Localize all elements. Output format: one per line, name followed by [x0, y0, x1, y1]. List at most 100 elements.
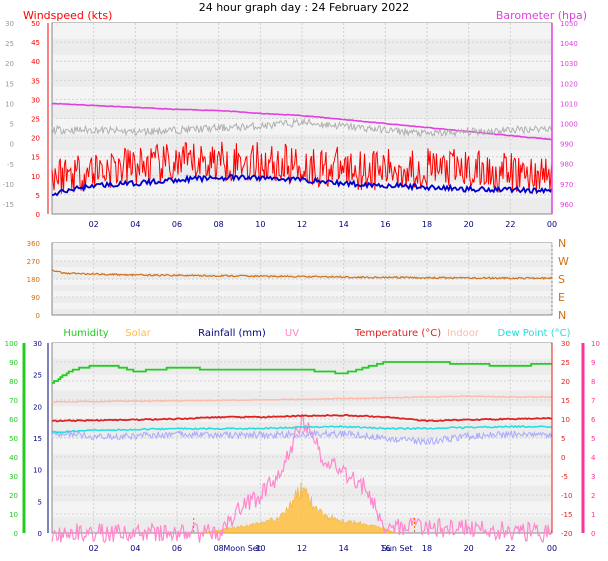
temperature-tick-label: -5 [561, 473, 568, 481]
wind-axis-tick-label: 40 [31, 58, 40, 66]
compass-label: E [558, 291, 565, 304]
humidity-tick-label: 100 [5, 340, 18, 348]
baro-axis-tick-label: 960 [560, 201, 573, 209]
humidity-tick-label: 90 [9, 359, 18, 367]
temperature-tick-label: 30 [561, 340, 570, 348]
time-tick-label: 14 [339, 220, 349, 229]
uv-tick-label: 8 [591, 378, 595, 386]
outer-left-tick-label: 20 [5, 60, 14, 68]
legend-entry: Rainfall (mm) [198, 328, 266, 339]
direction-panel-band [53, 255, 551, 261]
uv-tick-label: 1 [591, 511, 595, 519]
time-tick-label: 02 [89, 220, 99, 229]
uv-tick-label: 5 [591, 435, 595, 443]
wind-axis-tick-label: 20 [31, 135, 40, 143]
chart-title: 24 hour graph day : 24 February 2022 [199, 1, 410, 14]
direction-panel-band [53, 303, 551, 309]
rain-tick-label: 15 [33, 435, 42, 443]
temp-panel-band [53, 374, 551, 391]
uv-tick-label: 0 [591, 530, 595, 538]
time-tick-label: 08 [214, 220, 224, 229]
uv-tick-label: 6 [591, 416, 596, 424]
uv-tick-label: 4 [591, 454, 596, 462]
windspeed-label: Windspeed (kts) [23, 9, 112, 22]
baro-axis-tick-label: 980 [560, 161, 573, 169]
temperature-tick-label: -10 [561, 492, 572, 500]
direction-panel-band [53, 279, 551, 285]
temperature-tick-label: 0 [561, 454, 565, 462]
temperature-line [51, 413, 553, 423]
uv-tick-label: 2 [591, 492, 595, 500]
time-tick-label: 08 [214, 544, 224, 553]
rain-tick-label: 5 [38, 498, 42, 506]
rain-tick-label: 20 [33, 403, 42, 411]
baro-axis-tick-label: 1030 [560, 60, 578, 68]
time-tick-label: 10 [255, 220, 265, 229]
time-tick-label: 22 [505, 220, 515, 229]
temp-panel-band [53, 343, 551, 359]
dewpoint-line [51, 424, 553, 434]
humidity-tick-label: 60 [9, 416, 18, 424]
humidity-tick-label: 70 [9, 397, 18, 405]
baro-axis-tick-label: 990 [560, 141, 573, 149]
outer-left-tick-label: 10 [5, 100, 14, 108]
direction-tick-label: 360 [27, 240, 40, 248]
baro-axis-tick-label: 1010 [560, 100, 578, 108]
time-tick-label: 16 [380, 220, 390, 229]
wind-panel-band [53, 23, 551, 39]
time-tick-label: 04 [130, 220, 140, 229]
legend-entry: Dew Point (°C) [497, 328, 570, 339]
outer-left-tick-label: -5 [7, 161, 14, 169]
wind-direction-line [51, 269, 553, 280]
humidity-tick-label: 40 [9, 454, 18, 462]
outer-left-tick-label: -10 [3, 181, 14, 189]
legend-entry: Indoor [447, 328, 480, 339]
time-tick-label: 20 [464, 220, 474, 229]
compass-label: S [558, 273, 565, 286]
direction-panel-band [53, 291, 551, 297]
direction-panel-band [53, 243, 551, 249]
wind-panel-band [53, 54, 551, 71]
humidity-line [52, 361, 552, 384]
wind-panel-band [53, 86, 551, 103]
time-tick-label: 06 [172, 220, 182, 229]
temperature-tick-label: 10 [561, 416, 570, 424]
wind-axis-tick-label: 15 [31, 154, 40, 162]
compass-label: N [558, 309, 566, 322]
time-tick-label: 06 [172, 544, 182, 553]
direction-tick-label: 270 [27, 258, 40, 266]
legend-entry: UV [285, 328, 299, 339]
wind-panel-band [53, 118, 551, 135]
uv-tick-label: 10 [591, 340, 600, 348]
time-tick-label: 02 [89, 544, 99, 553]
windspeed-line [51, 141, 553, 195]
humidity-tick-label: 80 [9, 378, 18, 386]
temperature-tick-label: -20 [561, 530, 572, 538]
time-tick-label: 16 [380, 544, 390, 553]
humidity-tick-label: 30 [9, 473, 18, 481]
direction-panel-band [53, 267, 551, 273]
outer-left-tick-label: 5 [10, 121, 14, 129]
event-label: Moon Set [223, 544, 260, 553]
rain-tick-label: 10 [33, 467, 42, 475]
time-tick-label: 14 [339, 544, 349, 553]
time-tick-label: 12 [297, 220, 307, 229]
temp-panel-band [53, 469, 551, 486]
temperature-tick-label: 15 [561, 397, 570, 405]
solar-area [201, 482, 398, 534]
legend-entry: Humidity [63, 328, 108, 339]
temperature-tick-label: 20 [561, 378, 570, 386]
uv-tick-label: 9 [591, 359, 595, 367]
direction-tick-label: 180 [27, 276, 40, 284]
direction-tick-label: 0 [36, 312, 40, 320]
humidity-tick-label: 10 [9, 511, 18, 519]
time-tick-label: 22 [505, 544, 515, 553]
baro-axis-tick-label: 1040 [560, 40, 578, 48]
compass-label: N [558, 237, 566, 250]
barometer-label: Barometer (hpa) [496, 9, 587, 22]
gust-line [51, 117, 553, 138]
legend-entry: Solar [125, 328, 151, 339]
wind-axis-tick-label: 45 [31, 39, 40, 47]
wind-axis-tick-label: 30 [31, 96, 40, 104]
